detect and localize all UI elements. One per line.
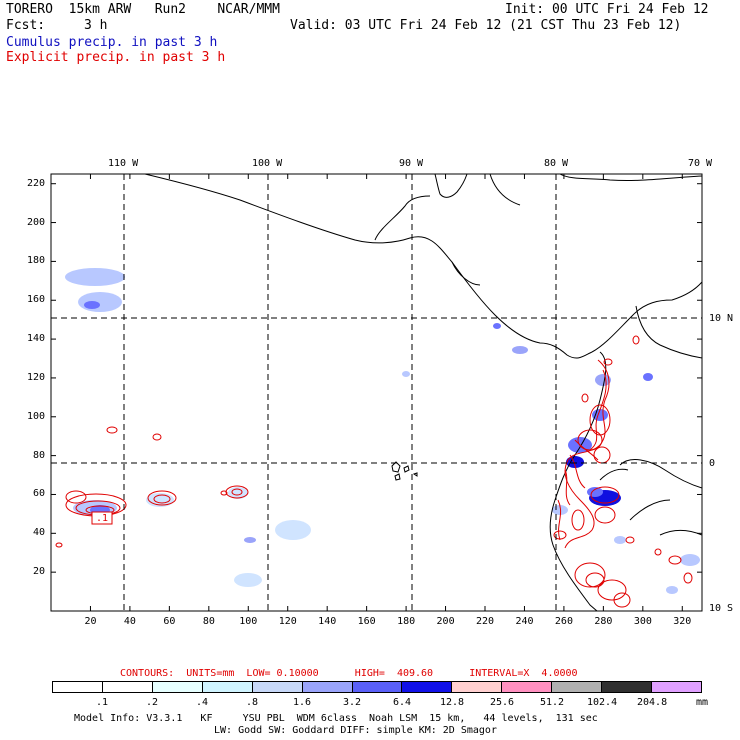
x-tick-label: 260	[554, 616, 573, 627]
y-tick-label: 160	[27, 294, 46, 306]
colorbar-segment	[53, 682, 103, 692]
colorbar-segment	[202, 682, 253, 692]
colorbar-label: 204.8	[637, 697, 668, 708]
colorbar-segment	[652, 682, 701, 692]
lat-label-10s: 10 S	[709, 603, 734, 614]
y-tick-label: 220	[27, 177, 46, 189]
colorbar-label: 3.2	[343, 697, 362, 708]
lon-label-80w: 80 W	[544, 158, 569, 169]
x-tick-label: 160	[357, 616, 376, 627]
x-tick-label: 240	[515, 616, 534, 627]
coastlines	[144, 174, 702, 611]
x-tick-label: 140	[318, 616, 337, 627]
contour-label: .1	[96, 513, 109, 524]
colorbar-label: 12.8	[440, 697, 465, 708]
colorbar-label: .4	[196, 697, 209, 708]
colorbar-label: 6.4	[393, 697, 412, 708]
y-tick-label: 60	[33, 488, 46, 500]
colorbar-segment	[452, 682, 503, 692]
x-tick-label: 20	[84, 616, 97, 627]
lat-label-0: 0	[709, 458, 716, 469]
model-info-line1: Model Info: V3.3.1 KF YSU PBL WDM 6class…	[74, 713, 598, 724]
valid-time: Valid: 03 UTC Fri 24 Feb 12 (21 CST Thu …	[290, 18, 682, 33]
x-tick-label: 320	[673, 616, 692, 627]
colorbar-label: .8	[246, 697, 259, 708]
colorbar-segment	[252, 682, 303, 692]
model-title: TORERO 15km ARW Run2 NCAR/MMM	[6, 2, 280, 17]
x-tick-label: 220	[476, 616, 495, 627]
y-tick-label: 180	[27, 255, 46, 267]
axis-ticks	[51, 174, 702, 611]
colorbar-label: 51.2	[540, 697, 565, 708]
lon-label-100w: 100 W	[252, 158, 283, 169]
y-tick-label: 200	[27, 216, 46, 228]
colorbar-segment	[152, 682, 203, 692]
y-tick-label: 140	[27, 333, 46, 345]
x-tick-label: 40	[123, 616, 136, 627]
explicit-precip-contours	[55, 335, 693, 608]
y-tick-label: 20	[33, 566, 46, 578]
contour-label-box	[91, 511, 113, 525]
colorbar-segment	[602, 682, 653, 692]
x-tick-label: 60	[163, 616, 176, 627]
colorbar-segment	[102, 682, 153, 692]
forecast-label: Fcst:	[6, 18, 46, 33]
latlon-grid	[51, 174, 702, 611]
y-tick-label: 100	[27, 410, 46, 422]
field-explicit-label: Explicit precip. in past 3 h	[6, 50, 226, 65]
colorbar-segment	[302, 682, 353, 692]
colorbar-label: .1	[96, 697, 109, 708]
forecast-value: 3 h	[84, 18, 108, 33]
colorbar-segment	[502, 682, 553, 692]
model-info-line2: LW: Godd SW: Goddard DIFF: simple KM: 2D…	[214, 725, 497, 736]
colorbar-label: .2	[146, 697, 159, 708]
init-time: Init: 00 UTC Fri 24 Feb 12	[505, 2, 709, 17]
colorbar-label: 25.6	[490, 697, 515, 708]
field-cumulus-label: Cumulus precip. in past 3 h	[6, 35, 218, 50]
lon-label-70w: 70 W	[688, 158, 713, 169]
colorbar	[52, 681, 702, 693]
colorbar-segment	[552, 682, 603, 692]
colorbar-segment	[402, 682, 453, 692]
colorbar-unit: mm	[696, 697, 709, 708]
y-tick-label: 120	[27, 371, 46, 383]
lat-label-10n: 10 N	[709, 313, 734, 324]
x-tick-label: 180	[397, 616, 416, 627]
x-tick-label: 200	[436, 616, 455, 627]
contour-info: CONTOURS: UNITS=mm LOW= 0.10000 HIGH= 40…	[120, 668, 578, 679]
colorbar-label: 102.4	[587, 697, 618, 708]
colorbar-label: 1.6	[293, 697, 312, 708]
x-tick-label: 120	[278, 616, 297, 627]
x-tick-label: 300	[633, 616, 652, 627]
x-tick-label: 80	[202, 616, 215, 627]
y-tick-label: 80	[33, 449, 46, 461]
colorbar-segment	[352, 682, 403, 692]
lon-label-90w: 90 W	[399, 158, 424, 169]
map-frame	[50, 173, 703, 612]
x-tick-label: 100	[239, 616, 258, 627]
x-tick-label: 280	[594, 616, 613, 627]
y-tick-label: 40	[33, 527, 46, 539]
lon-label-110w: 110 W	[108, 158, 139, 169]
